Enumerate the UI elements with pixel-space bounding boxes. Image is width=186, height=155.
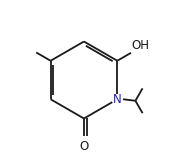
Text: OH: OH	[132, 39, 150, 52]
Text: O: O	[79, 140, 89, 153]
Text: N: N	[113, 93, 122, 106]
